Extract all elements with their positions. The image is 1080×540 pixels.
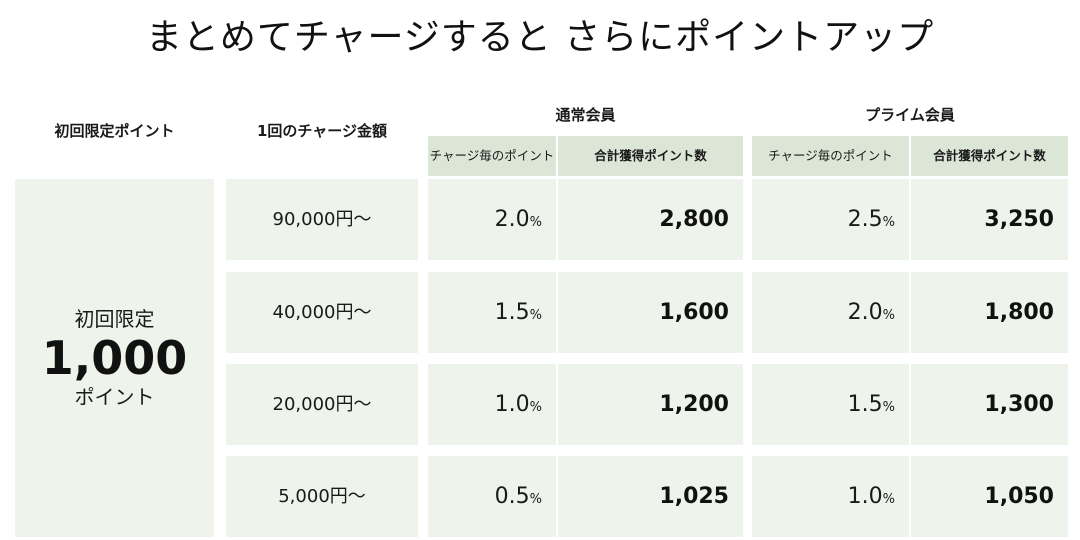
- charge-amount-cell: 20,000円〜: [226, 364, 418, 445]
- header-regular-member: 通常会員: [555, 106, 616, 124]
- charge-amount-cell: 90,000円〜: [226, 179, 418, 260]
- prime-rate-cell: 2.5%: [752, 179, 909, 260]
- subheader-prime-rate: チャージ毎のポイント: [752, 136, 909, 176]
- regular-total-cell: 1,600: [558, 272, 743, 353]
- first-bonus-amount: 1,000: [41, 331, 188, 385]
- regular-rate-cell: 0.5%: [428, 456, 556, 537]
- first-bonus-cell: 初回限定 1,000 ポイント: [15, 179, 214, 537]
- prime-total-cell: 1,300: [911, 364, 1068, 445]
- regular-total-cell: 1,025: [558, 456, 743, 537]
- subheader-regular-total: 合計獲得ポイント数: [558, 136, 743, 176]
- prime-total-cell: 3,250: [911, 179, 1068, 260]
- regular-rate-cell: 2.0%: [428, 179, 556, 260]
- regular-rate-cell: 1.5%: [428, 272, 556, 353]
- subheader-prime-total: 合計獲得ポイント数: [911, 136, 1068, 176]
- regular-total-cell: 2,800: [558, 179, 743, 260]
- regular-rate-cell: 1.0%: [428, 364, 556, 445]
- prime-rate-cell: 2.0%: [752, 272, 909, 353]
- subheader-regular-rate: チャージ毎のポイント: [428, 136, 556, 176]
- header-prime-member: プライム会員: [865, 106, 955, 124]
- first-bonus-label: 初回限定: [74, 307, 155, 331]
- header-charge-amount: 1回のチャージ金額: [257, 122, 387, 140]
- charge-amount-cell: 5,000円〜: [226, 456, 418, 537]
- regular-total-cell: 1,200: [558, 364, 743, 445]
- header-first-points: 初回限定ポイント: [54, 122, 175, 140]
- first-bonus-unit: ポイント: [74, 385, 155, 409]
- prime-total-cell: 1,800: [911, 272, 1068, 353]
- prime-rate-cell: 1.0%: [752, 456, 909, 537]
- charge-amount-cell: 40,000円〜: [226, 272, 418, 353]
- prime-rate-cell: 1.5%: [752, 364, 909, 445]
- prime-total-cell: 1,050: [911, 456, 1068, 537]
- page-title: まとめてチャージすると さらにポイントアップ: [145, 17, 935, 58]
